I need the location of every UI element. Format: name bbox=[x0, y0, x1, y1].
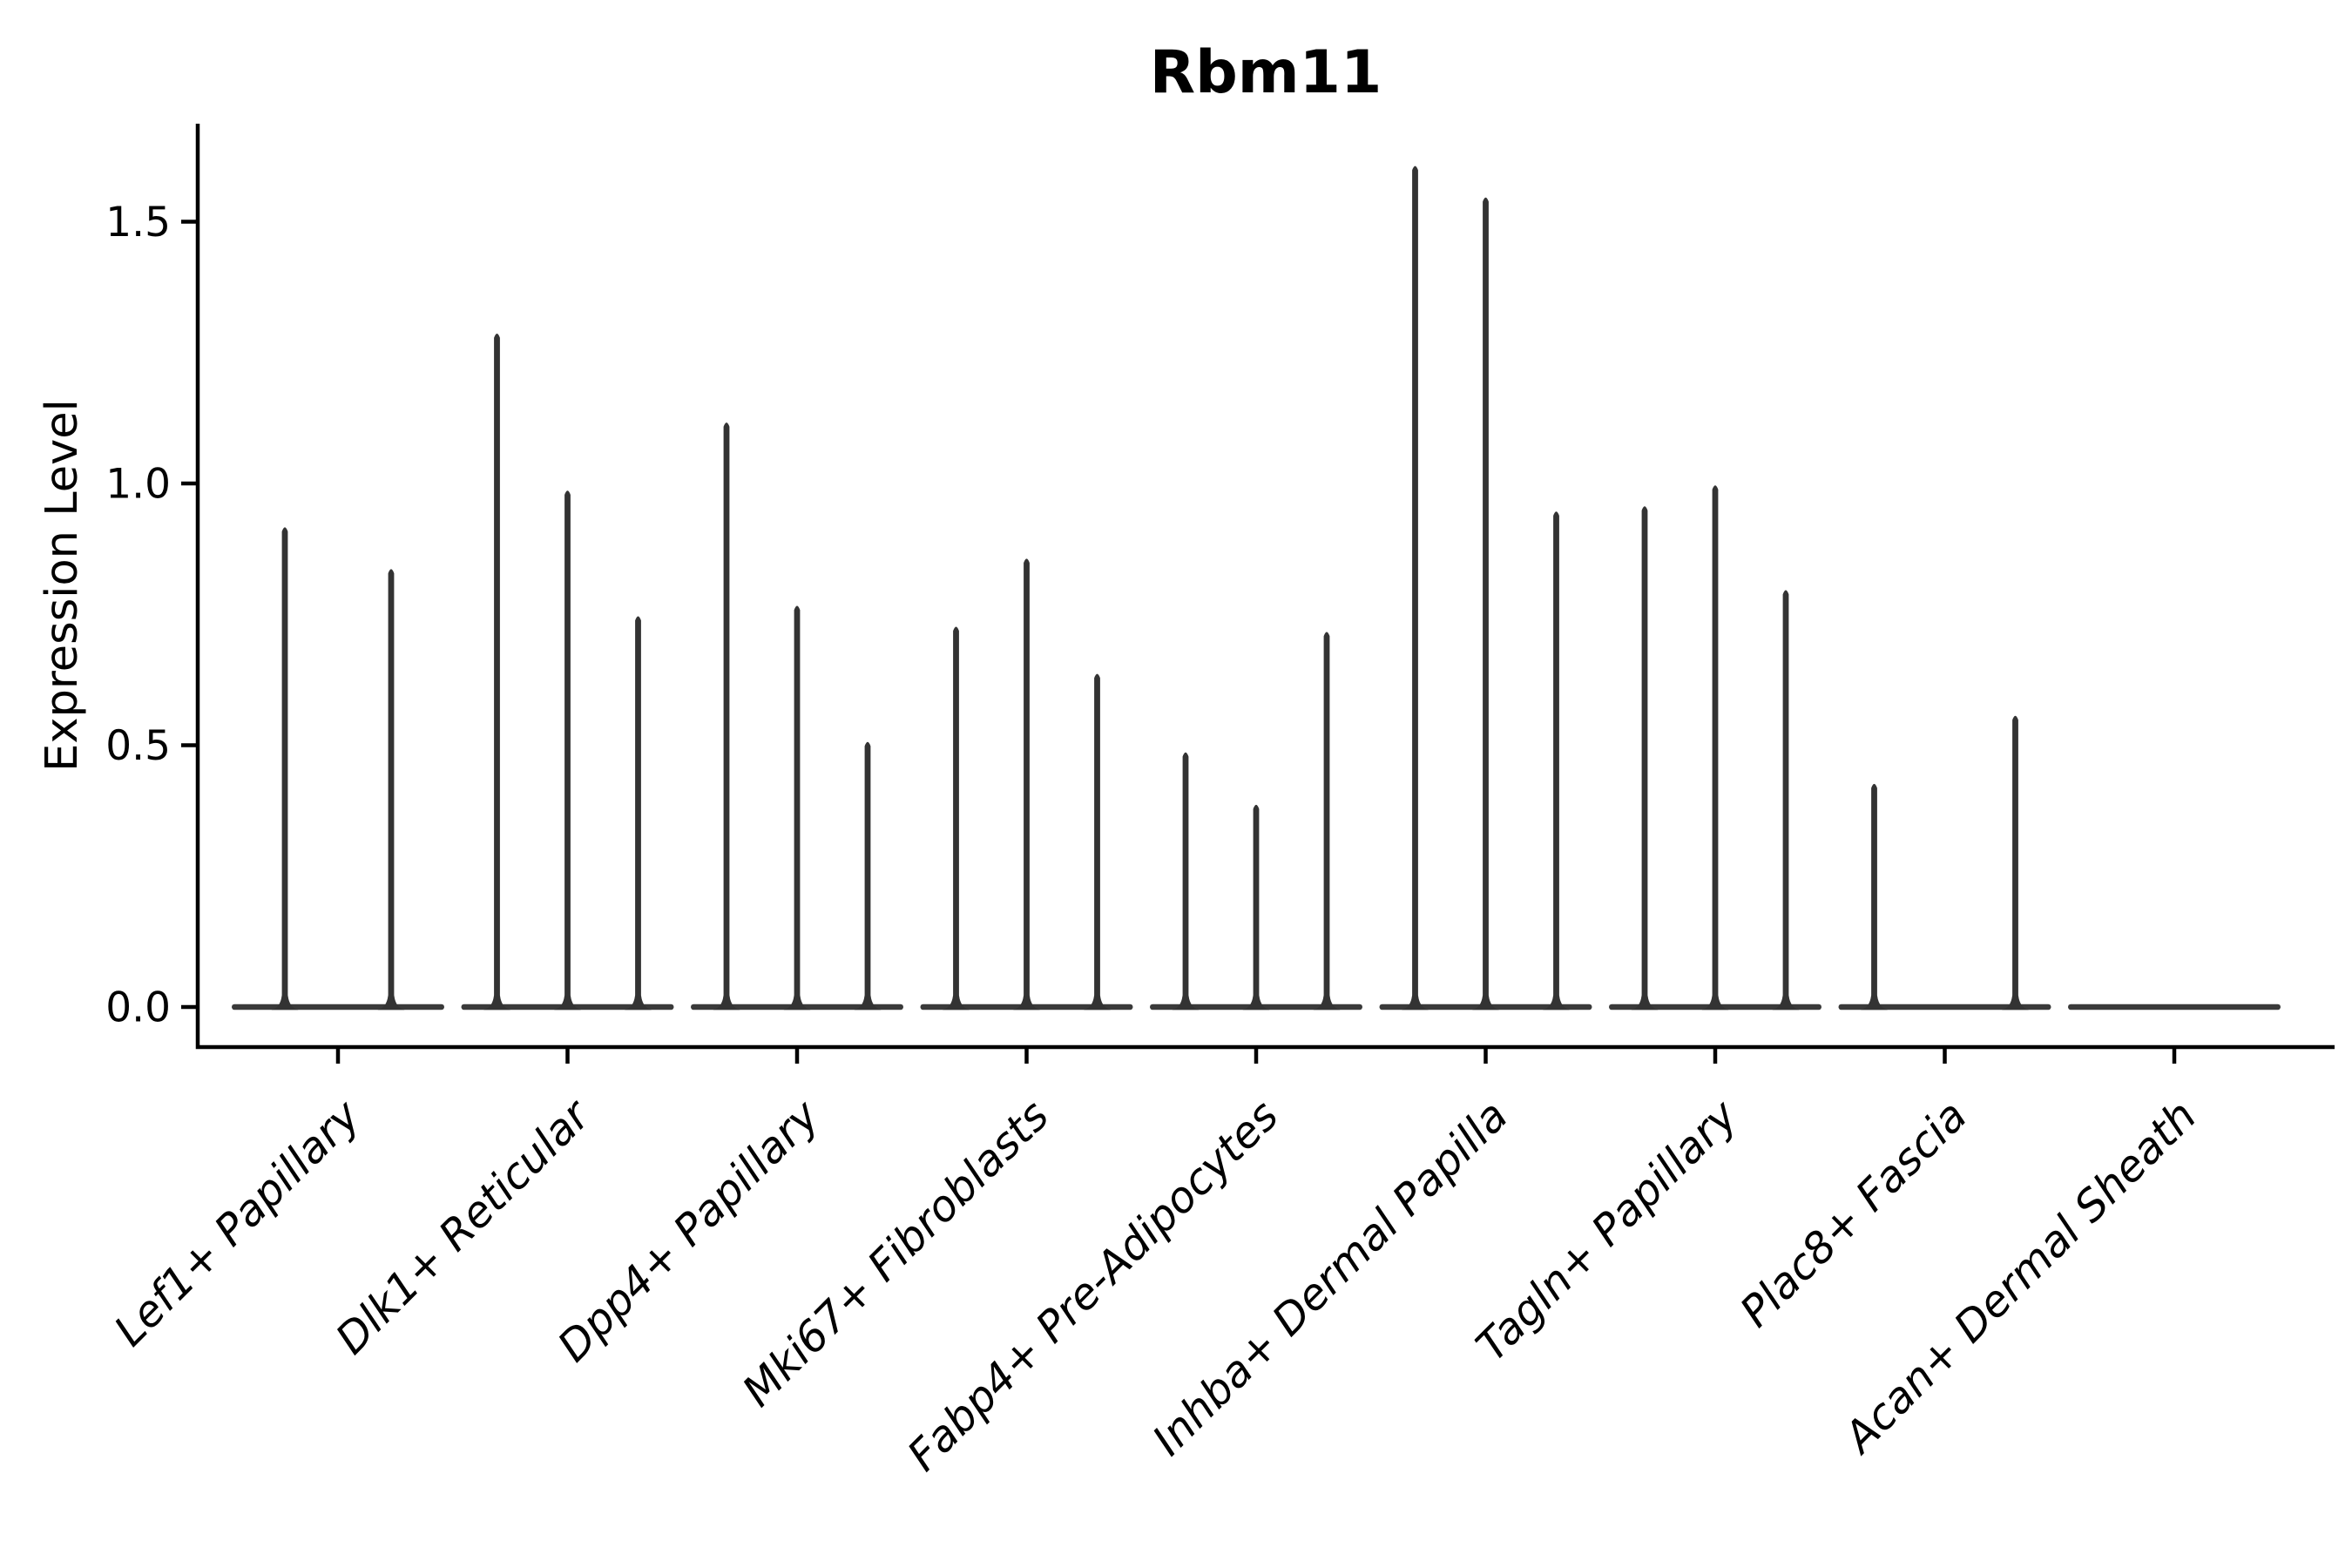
violin-spike bbox=[377, 569, 405, 1010]
violin-spike bbox=[1701, 485, 1729, 1010]
violin-spike bbox=[271, 527, 299, 1010]
y-axis-ticks: 0.0 0.5 1.0 1.5 bbox=[105, 199, 198, 1032]
axes-spines bbox=[195, 124, 2335, 1050]
x-tick-label: Fabp4+ Pre-Adipocytes bbox=[898, 1091, 1288, 1481]
violin-spike bbox=[1313, 632, 1341, 1010]
violin-spike bbox=[2002, 715, 2029, 1010]
violin-spike bbox=[1242, 804, 1270, 1010]
violin-spike bbox=[943, 626, 970, 1010]
violin-baseline bbox=[232, 1004, 444, 1010]
y-tick-label: 0.5 bbox=[105, 722, 171, 770]
violin-spike bbox=[1631, 506, 1659, 1010]
violins-layer bbox=[232, 166, 2281, 1010]
violin-spike bbox=[713, 422, 740, 1010]
violin-baseline bbox=[2068, 1004, 2281, 1010]
violin-spike bbox=[1172, 752, 1200, 1010]
violin-spike bbox=[554, 490, 581, 1010]
plot-title: Rbm11 bbox=[1150, 38, 1382, 107]
x-tick-label: Plac8+ Fascia bbox=[1731, 1091, 1977, 1336]
y-axis-label: Expression Level bbox=[37, 399, 88, 772]
violin-spike bbox=[1084, 673, 1111, 1010]
violin-spike bbox=[1013, 558, 1040, 1010]
violin-spike bbox=[1472, 197, 1499, 1010]
violin-spike bbox=[1772, 590, 1800, 1010]
x-tick-label: Lef1+ Papillary bbox=[105, 1090, 370, 1355]
violin-spike bbox=[1543, 511, 1570, 1010]
y-tick-label: 1.5 bbox=[105, 199, 171, 247]
violin-baseline bbox=[1838, 1004, 2051, 1010]
violin-spike bbox=[1861, 783, 1888, 1010]
y-tick-label: 0.0 bbox=[105, 984, 171, 1032]
violin-spike bbox=[483, 333, 510, 1010]
violin-spike bbox=[783, 605, 811, 1010]
violin-spike bbox=[1402, 166, 1429, 1010]
x-tick-label: Dlk1+ Reticular bbox=[326, 1089, 600, 1363]
y-tick-label: 1.0 bbox=[105, 461, 171, 509]
violin-spike bbox=[625, 616, 652, 1010]
violin-spike bbox=[854, 741, 882, 1010]
